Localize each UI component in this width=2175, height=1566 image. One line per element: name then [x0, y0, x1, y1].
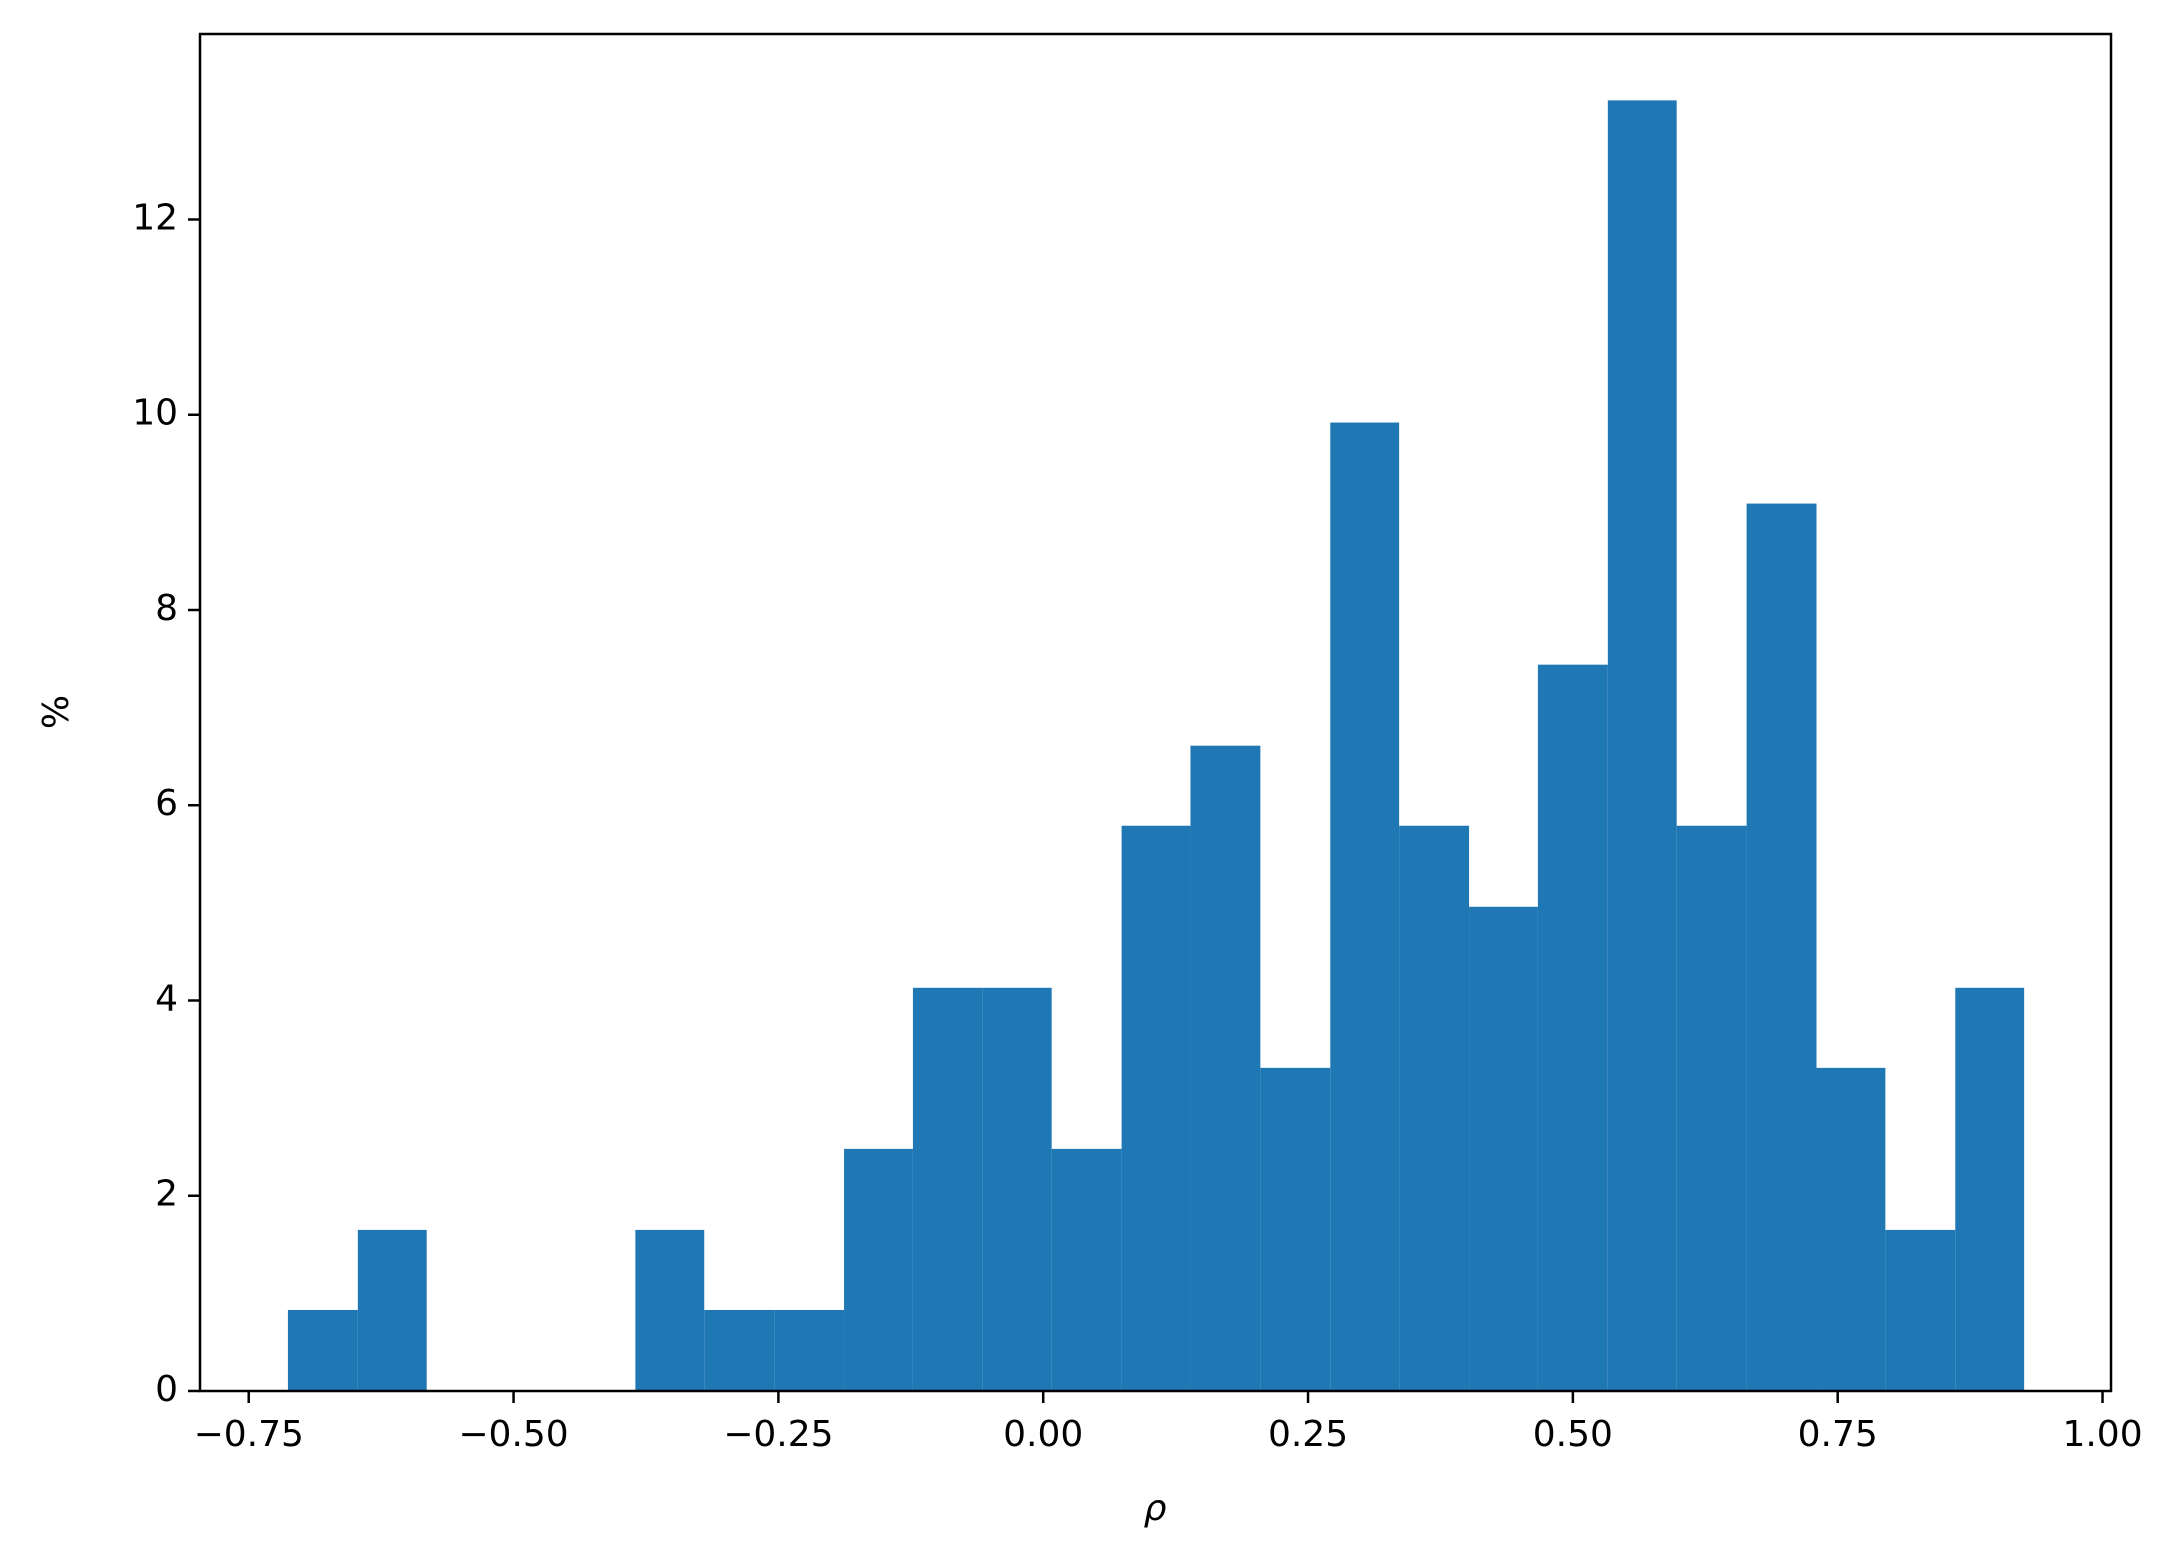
- x-tick-label: 0.75: [1798, 1414, 1878, 1455]
- bar: [1885, 1229, 1956, 1391]
- y-tick-label: 8: [155, 588, 178, 629]
- bar: [1260, 1067, 1331, 1391]
- x-tick-label: 0.25: [1268, 1414, 1348, 1455]
- y-tick-label: 2: [155, 1174, 178, 1215]
- x-tick-label: 0.00: [1003, 1414, 1083, 1455]
- y-tick-label: 6: [155, 783, 178, 824]
- bar: [1537, 664, 1608, 1391]
- bar: [1121, 825, 1191, 1391]
- bar: [287, 1309, 358, 1391]
- bar: [1746, 503, 1817, 1391]
- x-axis-label: ρ: [1144, 1488, 1167, 1529]
- bar: [1330, 422, 1400, 1391]
- bar: [1955, 987, 2025, 1391]
- x-tick-label: −0.75: [194, 1414, 304, 1455]
- bar: [1051, 1148, 1122, 1391]
- y-tick-label: 10: [132, 393, 178, 434]
- bar: [774, 1309, 845, 1391]
- bar: [1676, 825, 1747, 1391]
- x-tick-label: 1.00: [2062, 1414, 2142, 1455]
- bar: [1816, 1067, 1886, 1391]
- x-tick-label: −0.25: [723, 1414, 833, 1455]
- bar: [1190, 745, 1261, 1391]
- x-tick-label: −0.50: [458, 1414, 568, 1455]
- y-tick-label: 0: [155, 1369, 178, 1410]
- bar: [704, 1309, 775, 1391]
- bar: [1469, 906, 1538, 1391]
- bar: [1607, 100, 1677, 1391]
- axes-frame: [198, 32, 2113, 1393]
- bar: [912, 987, 983, 1391]
- y-tick-label: 4: [155, 978, 178, 1019]
- bar: [844, 1148, 913, 1391]
- bar: [357, 1229, 427, 1391]
- bar: [635, 1229, 705, 1391]
- bar: [982, 987, 1052, 1391]
- x-tick-label: 0.50: [1533, 1414, 1613, 1455]
- y-axis-label: %: [36, 695, 77, 729]
- y-tick-label: 12: [132, 197, 178, 238]
- bar: [1399, 825, 1470, 1391]
